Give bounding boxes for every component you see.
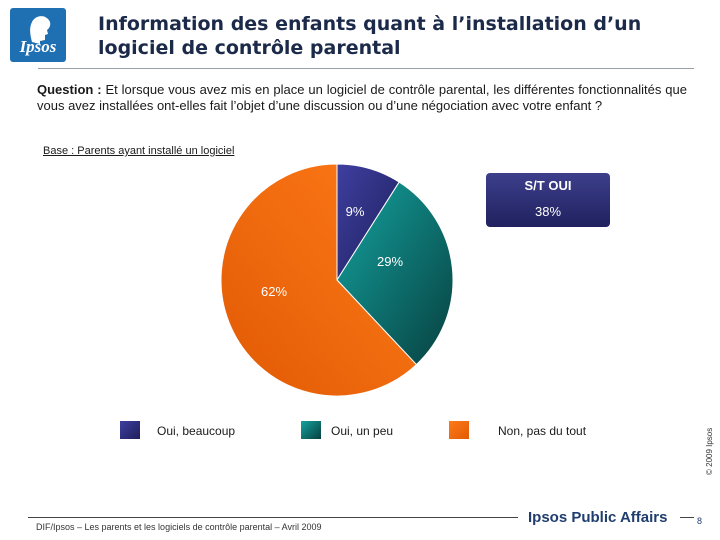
legend-label-oui-beaucoup: Oui, beaucoup — [157, 424, 236, 438]
base-note: Base : Parents ayant installé un logicie… — [43, 145, 235, 157]
legend-label-non-pas-du-tout: Non, pas du tout — [498, 424, 587, 438]
summary-box: S/T OUI 38% — [486, 173, 610, 227]
question-text: Et lorsque vous avez mis en place un log… — [37, 82, 687, 113]
footer-divider-right — [680, 517, 694, 518]
slice-label-oui-un-peu: 29% — [377, 254, 403, 269]
page-number: 8 — [697, 516, 703, 526]
legend-label-oui-un-peu: Oui, un peu — [331, 424, 394, 438]
question-label: Question : — [37, 82, 102, 97]
logo-text: Ipsos — [19, 37, 57, 56]
legend-swatch-non-pas-du-tout — [449, 421, 469, 439]
brand-name: Ipsos Public Affairs — [528, 509, 668, 526]
slice-label-oui-beaucoup: 9% — [346, 204, 365, 219]
slice-label-non-pas-du-tout: 62% — [261, 284, 287, 299]
summary-label: S/T OUI — [524, 178, 572, 193]
slice-non-pas-du-tout — [220, 163, 418, 397]
legend-swatch-oui-beaucoup — [120, 421, 140, 439]
slice-oui-un-peu — [336, 181, 454, 366]
copyright-note: © 2009 Ipsos — [705, 427, 714, 475]
summary-value: 38% — [534, 204, 562, 219]
question-block: Question : Et lorsque vous avez mis en p… — [37, 82, 687, 114]
page-title: Information des enfants quant à l’instal… — [98, 13, 642, 59]
footer-divider — [28, 517, 518, 518]
footer-source: DIF/Ipsos – Les parents et les logiciels… — [36, 522, 322, 532]
ipsos-head-icon — [30, 16, 51, 44]
ipsos-logo: Ipsos — [10, 8, 66, 62]
legend-swatch-oui-un-peu — [301, 421, 321, 439]
header-divider — [38, 68, 694, 69]
